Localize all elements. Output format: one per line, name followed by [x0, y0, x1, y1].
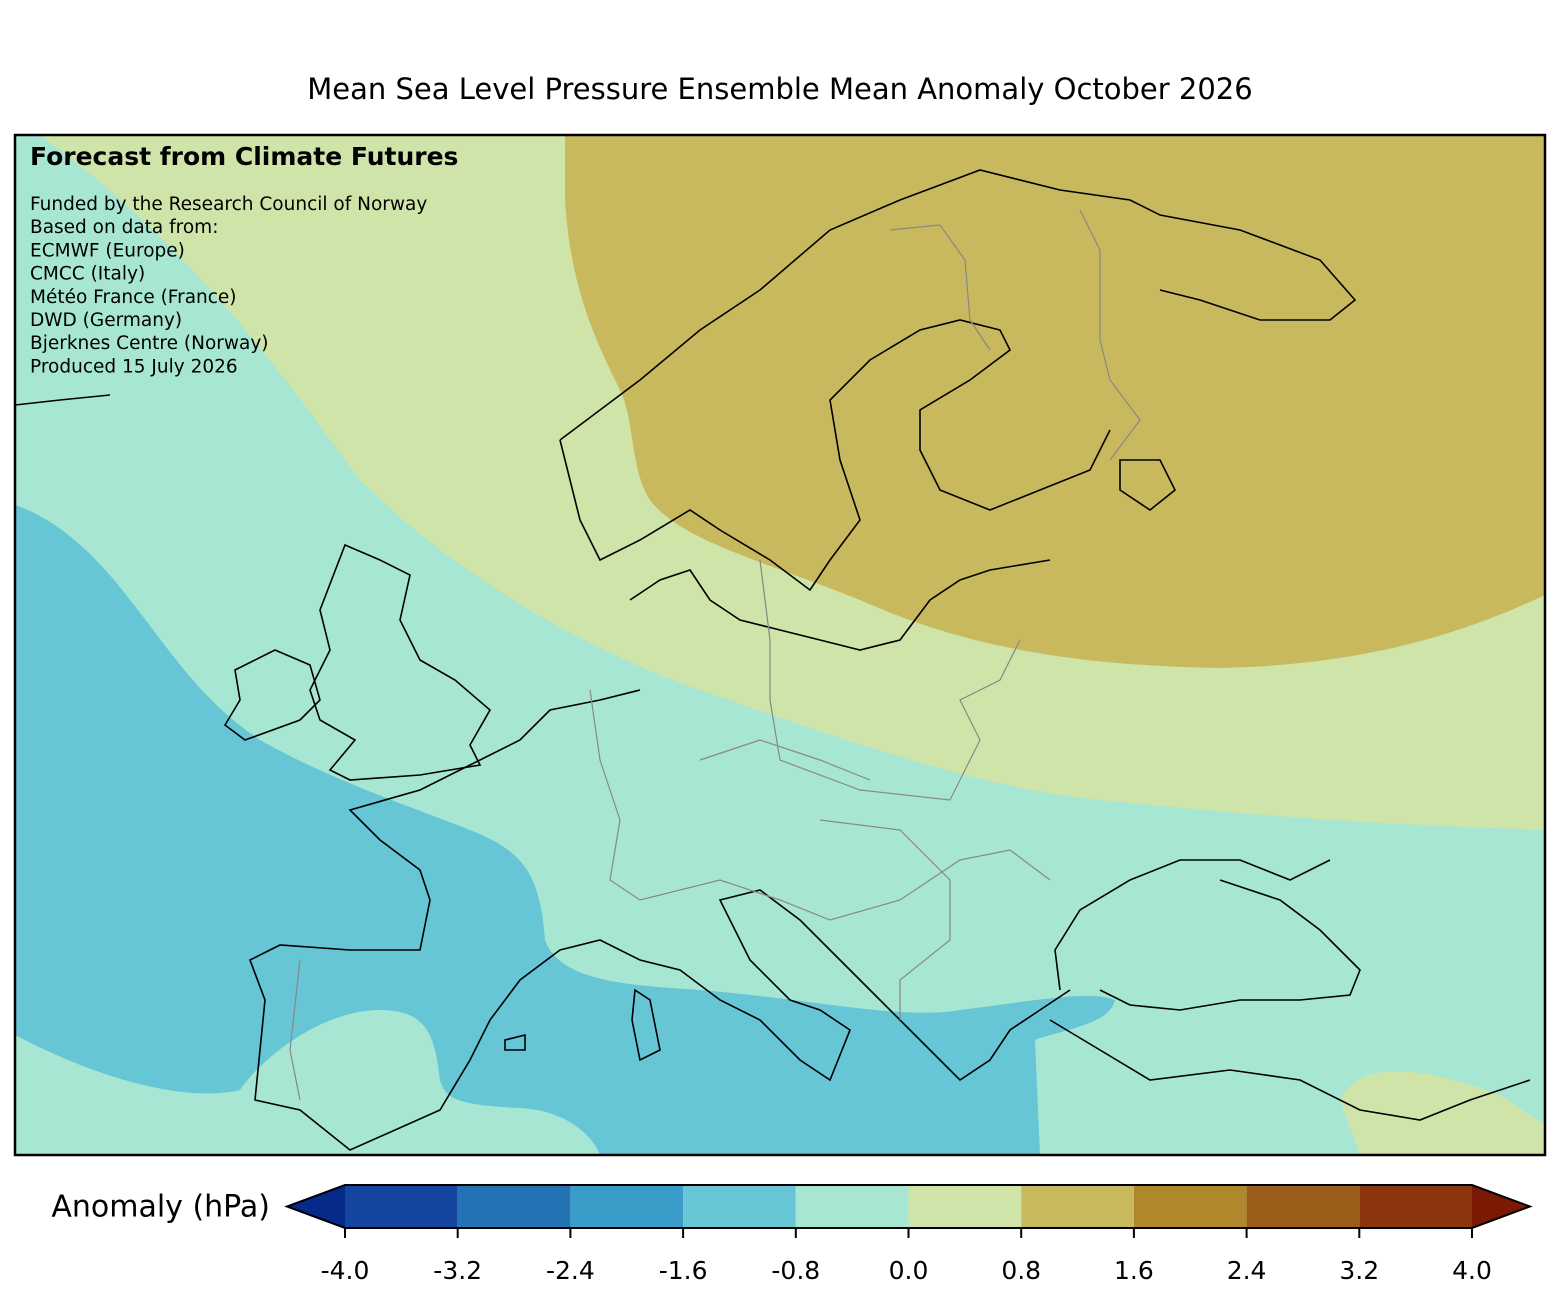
colorbar-segment: [457, 1185, 571, 1228]
colorbar-tick-label: -3.2: [433, 1256, 482, 1285]
colorbar-segment: [345, 1185, 458, 1228]
annotation-line: Météo France (France): [30, 287, 237, 308]
colorbar-segment: [1133, 1185, 1247, 1228]
colorbar-tick-label: -0.8: [771, 1256, 820, 1285]
annotation-line: ECMWF (Europe): [30, 240, 185, 261]
colorbar-extension: [287, 1185, 345, 1228]
colorbar-tick-label: -1.6: [659, 1256, 708, 1285]
colorbar-extension: [1472, 1185, 1530, 1228]
colorbar-segment: [1246, 1185, 1360, 1228]
anomaly-region: [15, 505, 1115, 1155]
colorbar-label: Anomaly (hPa): [51, 1190, 270, 1225]
coastlines: [15, 169, 1531, 1151]
colorbar: -4.0 -3.2 -2.4 -1.6 -0.8 0.0 0.8 1.6 2.4 3.2 4.0: [284, 1184, 1533, 1285]
annotation-line: Based on data from:: [30, 217, 218, 238]
annotation-lines: Funded by the Research Council of Norway…: [30, 194, 427, 377]
colorbar-segment: [683, 1185, 796, 1228]
colorbar-tick-label: -4.0: [321, 1256, 370, 1285]
colorbar-tick-label: 0.8: [1001, 1256, 1041, 1285]
annotation-line: CMCC (Italy): [30, 264, 145, 285]
colorbar-segment: [570, 1185, 684, 1228]
colorbar-segment: [1359, 1185, 1472, 1228]
colorbar-segment: [795, 1185, 909, 1228]
anomaly-region: [565, 135, 1545, 668]
colorbar-segment: [908, 1185, 1022, 1228]
colorbar-tick-label: -2.4: [546, 1256, 595, 1285]
country-borders: [289, 209, 1141, 1101]
colorbar-tick-label: 0.0: [889, 1256, 929, 1285]
colorbar-tick-label: 4.0: [1452, 1256, 1492, 1285]
annotation-heading: Forecast from Climate Futures: [30, 142, 458, 171]
colorbar-tick-label: 2.4: [1227, 1256, 1267, 1285]
annotation-line: Bjerknes Centre (Norway): [30, 333, 269, 354]
map-title: Mean Sea Level Pressure Ensemble Mean An…: [307, 72, 1252, 106]
annotation-line: DWD (Germany): [30, 310, 182, 331]
colorbar-tick-label: 3.2: [1339, 1256, 1379, 1285]
colorbar-tick-label: 1.6: [1114, 1256, 1154, 1285]
anomaly-region: [1340, 1071, 1545, 1155]
annotation-line: Funded by the Research Council of Norway: [30, 194, 427, 215]
map-frame: [13, 133, 1547, 1157]
map-area: [15, 135, 1545, 1155]
annotation-line: Produced 15 July 2026: [30, 356, 238, 377]
colorbar-segment: [1021, 1185, 1134, 1228]
